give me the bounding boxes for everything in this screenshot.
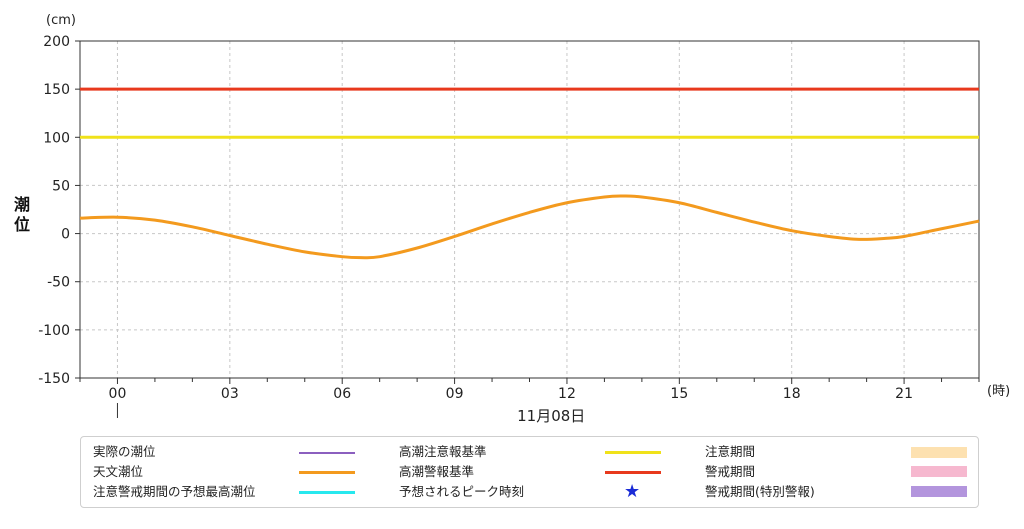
legend-swatch-special-warning-period	[911, 486, 967, 497]
legend-label-warning-level: 高潮警報基準	[399, 464, 475, 479]
x-tick-label: 15	[670, 386, 688, 402]
y-tick-label: -50	[47, 275, 70, 291]
legend-swatch-actual-tide	[299, 452, 355, 454]
legend-swatch-forecast-max-tide	[299, 491, 355, 494]
y-tick-label: -150	[38, 371, 70, 387]
x-tick-label: 03	[221, 386, 239, 402]
legend-label-peak-time: 予想されるピーク時刻	[399, 484, 525, 499]
plot-frame	[79, 40, 980, 379]
legend-label-actual-tide: 実際の潮位	[93, 444, 156, 459]
x-tick-label: 00	[109, 386, 127, 402]
x-unit-label: (時)	[987, 384, 1010, 399]
y-unit-label: (cm)	[46, 13, 76, 28]
y-tick-label: 100	[43, 130, 70, 146]
legend-swatch-warning-level	[605, 471, 661, 474]
x-tick-label: 09	[446, 386, 464, 402]
x-tick-label: 12	[558, 386, 576, 402]
date-label: 11月08日	[517, 407, 585, 425]
legend-label-astronomical-tide: 天文潮位	[93, 464, 144, 479]
y-axis-title-char: 潮	[14, 195, 30, 214]
legend: 実際の潮位 天文潮位 注意警戒期間の予想最高潮位 高潮注意報基準 高潮警報基準 …	[80, 436, 979, 508]
series-line	[79, 194, 980, 260]
legend-swatch-advisory-level	[605, 451, 661, 454]
x-tick-label: 18	[783, 386, 801, 402]
legend-swatch-advisory-period	[911, 447, 967, 458]
legend-label-advisory-period: 注意期間	[705, 444, 756, 459]
legend-label-special-warning-period: 警戒期間(特別警報)	[705, 484, 815, 499]
legend-label-warning-period: 警戒期間	[705, 464, 756, 479]
legend-label-forecast-max-tide: 注意警戒期間の予想最高潮位	[93, 484, 256, 499]
legend-label-advisory-level: 高潮注意報基準	[399, 444, 487, 459]
tide-chart: 200 150 100 50 0 -50 -100 -150 00 03 06 09 12 15 18 21 1…	[14, 13, 1010, 425]
y-tick-label: 50	[52, 178, 70, 194]
y-tick-label: 0	[61, 227, 70, 243]
x-tick-label: 06	[333, 386, 351, 402]
x-tick-label: 21	[895, 386, 913, 402]
y-tick-label: -100	[38, 323, 70, 339]
y-tick-label: 200	[43, 34, 70, 50]
y-axis-title-char: 位	[14, 215, 30, 234]
star-icon: ★	[624, 481, 641, 502]
tide-chart-svg: 200 150 100 50 0 -50 -100 -150 00 03 06 09 12 15 18 21 1…	[14, 13, 1010, 425]
y-tick-label: 150	[43, 82, 70, 98]
legend-swatch-astronomical-tide	[299, 471, 355, 474]
legend-swatch-warning-period	[911, 466, 967, 477]
